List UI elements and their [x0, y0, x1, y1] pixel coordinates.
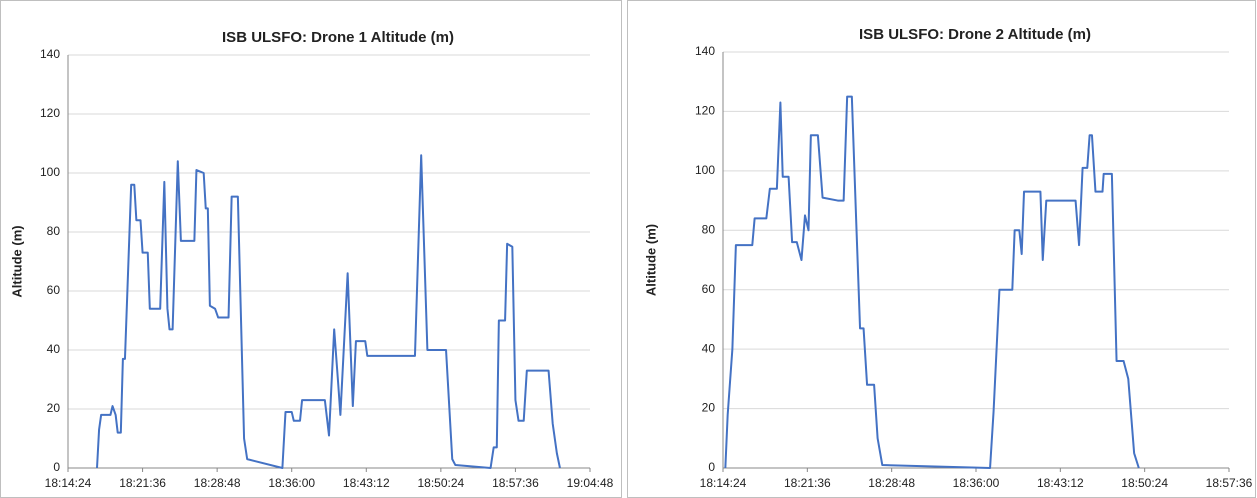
- x-tick-label: 18:28:48: [194, 476, 241, 490]
- x-tick-label: 18:21:36: [784, 476, 831, 490]
- x-tick-label: 18:36:00: [953, 476, 1000, 490]
- y-tick-label: 0: [53, 460, 60, 474]
- x-tick-label: 18:28:48: [868, 476, 915, 490]
- x-tick-label: 18:50:24: [417, 476, 464, 490]
- data-line: [96, 154, 561, 469]
- y-axis-label: Altitude (m): [9, 225, 24, 297]
- y-tick-label: 20: [47, 401, 61, 415]
- y-tick-label: 20: [702, 401, 716, 415]
- y-tick-label: 100: [695, 163, 715, 177]
- x-tick-label: 18:43:12: [343, 476, 390, 490]
- y-tick-label: 120: [40, 106, 60, 120]
- x-tick-label: 19:04:48: [567, 476, 614, 490]
- y-tick-label: 60: [702, 282, 716, 296]
- chart-title: ISB ULSFO: Drone 2 Altitude (m): [859, 26, 1091, 43]
- x-tick-label: 18:14:24: [700, 476, 747, 490]
- x-tick-label: 18:43:12: [1037, 476, 1084, 490]
- data-line: [724, 95, 1140, 469]
- x-tick-label: 18:50:24: [1121, 476, 1168, 490]
- y-tick-label: 40: [47, 342, 61, 356]
- x-tick-label: 18:21:36: [119, 476, 166, 490]
- y-tick-label: 60: [47, 283, 61, 297]
- chart-title: ISB ULSFO: Drone 1 Altitude (m): [222, 29, 454, 46]
- y-tick-label: 80: [702, 222, 716, 236]
- y-tick-label: 40: [702, 341, 716, 355]
- y-tick-label: 80: [47, 224, 61, 238]
- x-tick-label: 18:14:24: [45, 476, 92, 490]
- y-tick-label: 140: [40, 47, 60, 61]
- x-tick-label: 18:57:36: [492, 476, 539, 490]
- y-tick-label: 100: [40, 165, 60, 179]
- y-tick-label: 120: [695, 104, 715, 118]
- x-tick-label: 18:36:00: [268, 476, 315, 490]
- y-tick-label: 140: [695, 44, 715, 58]
- y-tick-label: 0: [708, 460, 715, 474]
- x-tick-label: 18:57:36: [1206, 476, 1253, 490]
- y-axis-label: Altitude (m): [643, 224, 658, 296]
